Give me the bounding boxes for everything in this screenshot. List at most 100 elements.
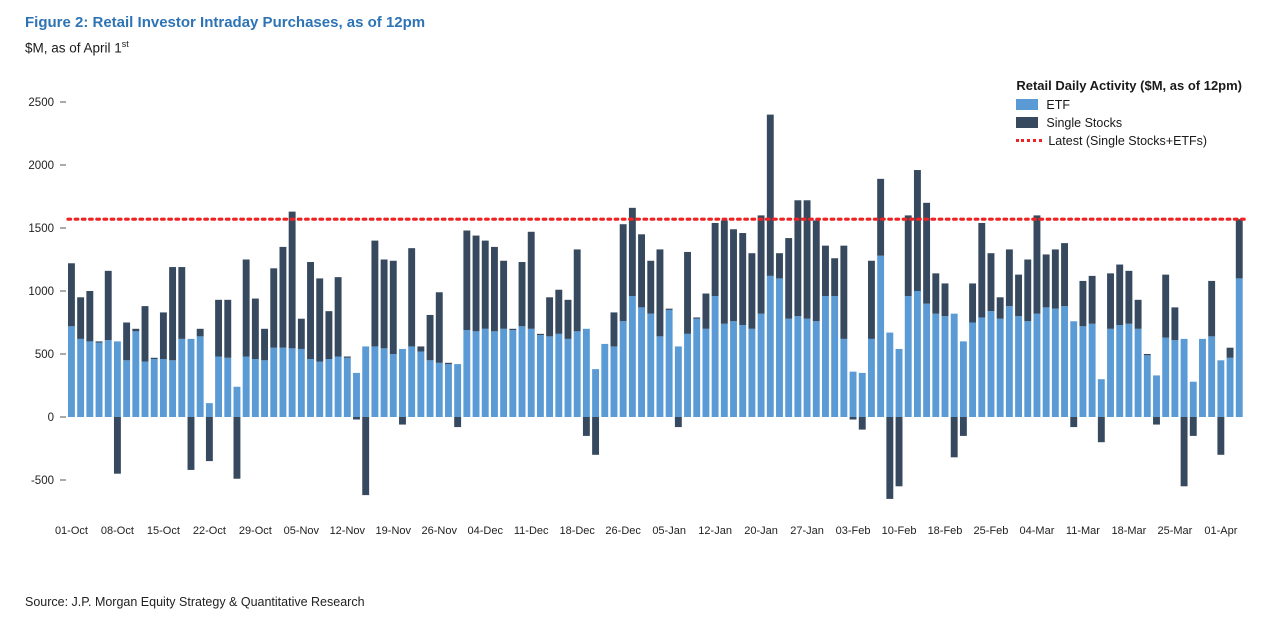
single-stocks-bar-segment (1079, 280, 1087, 326)
single-stocks-bar-segment (1107, 272, 1114, 329)
etf-bar-segment (1051, 308, 1059, 417)
single-stocks-bar-segment (334, 276, 342, 357)
etf-bar-segment (113, 340, 121, 417)
etf-bar-segment (1226, 357, 1234, 417)
etf-bar-segment (141, 361, 149, 417)
single-stocks-bar-segment (693, 316, 701, 319)
etf-bar-segment (1162, 337, 1170, 417)
single-stocks-bar-segment (500, 260, 508, 329)
etf-bar-segment (123, 359, 131, 417)
x-tick-label: 29-Oct (239, 525, 272, 537)
etf-bar-segment (297, 348, 305, 417)
single-stocks-bar-segment (1116, 264, 1124, 325)
single-stocks-bar-segment (867, 260, 875, 339)
etf-bar-segment (564, 338, 572, 417)
x-tick-label: 15-Oct (147, 525, 180, 537)
single-stocks-bar-segment (794, 199, 802, 316)
y-tick-label: 1500 (28, 223, 54, 235)
etf-bar-segment (1125, 323, 1133, 417)
etf-bar-segment (527, 328, 535, 417)
etf-bar-segment (776, 277, 783, 417)
etf-swatch-icon (1016, 99, 1039, 110)
etf-bar-segment (693, 318, 701, 417)
etf-bar-segment (500, 328, 508, 417)
single-stocks-bar-segment (1042, 253, 1050, 307)
etf-bar-segment (840, 338, 848, 417)
etf-bar-segment (831, 295, 839, 417)
etf-bar-segment (1033, 313, 1041, 417)
legend-etf-label: ETF (1046, 97, 1070, 112)
x-tick-label: 27-Jan (790, 525, 824, 537)
etf-bar-segment (86, 340, 94, 417)
single-stocks-bar-segment (776, 252, 783, 278)
single-stocks-bar-segment (178, 266, 186, 339)
single-stocks-bar-segment (481, 240, 489, 329)
etf-bar-segment (1061, 305, 1068, 417)
single-stocks-bar-segment (1143, 353, 1151, 355)
etf-bar-segment (242, 356, 250, 417)
single-stocks-bar-segment (251, 298, 259, 359)
etf-bar-segment (353, 372, 360, 417)
single-stocks-bar-segment (711, 222, 719, 296)
single-stocks-bar-segment-negative (849, 416, 857, 420)
x-tick-label: 01-Oct (55, 525, 88, 537)
single-stocks-bar-segment-negative (582, 416, 590, 436)
etf-bar-segment (389, 353, 397, 417)
y-tick-label: 1000 (28, 286, 54, 298)
x-tick-label: 05-Jan (652, 525, 686, 537)
single-stocks-bar-segment (445, 362, 452, 364)
subtitle-superscript: st (121, 39, 129, 49)
etf-bar-segment (803, 318, 811, 417)
etf-bar-segment (1070, 320, 1078, 417)
etf-bar-segment (1208, 335, 1216, 417)
etf-bar-segment (408, 345, 416, 417)
etf-bar-segment (343, 357, 351, 417)
single-stocks-bar-segment (159, 311, 167, 359)
single-stocks-bar-segment-negative (233, 416, 241, 479)
etf-bar-segment (601, 343, 609, 417)
etf-bar-segment (656, 335, 664, 417)
single-stocks-bar-segment (536, 333, 544, 335)
x-tick-label: 03-Feb (836, 525, 871, 537)
single-stocks-bar-segment (1226, 347, 1234, 358)
single-stocks-bar-segment (279, 246, 287, 348)
etf-bar-segment (904, 295, 912, 417)
x-tick-label: 22-Oct (193, 525, 226, 537)
single-stocks-bar-segment (316, 277, 324, 362)
single-stocks-bar-segment (1015, 274, 1023, 316)
etf-bar-segment (132, 330, 140, 417)
etf-bar-segment (1189, 381, 1197, 417)
x-tick-label: 20-Jan (744, 525, 778, 537)
x-tick-label: 18-Mar (1111, 525, 1146, 537)
single-stocks-bar-segment (104, 270, 112, 340)
single-stocks-bar-segment (1171, 306, 1179, 340)
single-stocks-bar-segment (1033, 214, 1041, 314)
etf-bar-segment (720, 323, 728, 417)
etf-bar-segment (1097, 378, 1105, 417)
single-stocks-bar-segment (1208, 280, 1216, 336)
etf-bar-segment (77, 338, 85, 417)
etf-bar-segment (674, 345, 682, 417)
etf-bar-segment (1143, 354, 1151, 417)
etf-bar-segment (969, 322, 977, 417)
etf-bar-segment (950, 313, 958, 417)
y-tick-label: 2000 (28, 160, 54, 172)
x-tick-label: 25-Mar (1157, 525, 1192, 537)
etf-bar-segment (959, 340, 967, 417)
etf-bar-segment (757, 313, 765, 417)
etf-bar-segment (150, 358, 158, 417)
single-stocks-bar-segment (472, 235, 480, 331)
single-stocks-bar-segment (656, 248, 664, 336)
single-stocks-bar-segment (702, 293, 710, 329)
etf-bar-segment (463, 329, 471, 417)
etf-bar-segment (987, 310, 995, 417)
etf-bar-segment (279, 347, 287, 417)
etf-bar-segment (435, 362, 443, 417)
x-tick-label: 04-Dec (468, 525, 504, 537)
single-stocks-bar-segment (546, 296, 554, 336)
etf-bar-segment (1217, 359, 1225, 417)
single-stocks-bar-segment (1024, 259, 1032, 321)
etf-bar-segment (334, 356, 342, 417)
single-stocks-bar-segment (913, 169, 921, 291)
etf-bar-segment (895, 348, 903, 417)
